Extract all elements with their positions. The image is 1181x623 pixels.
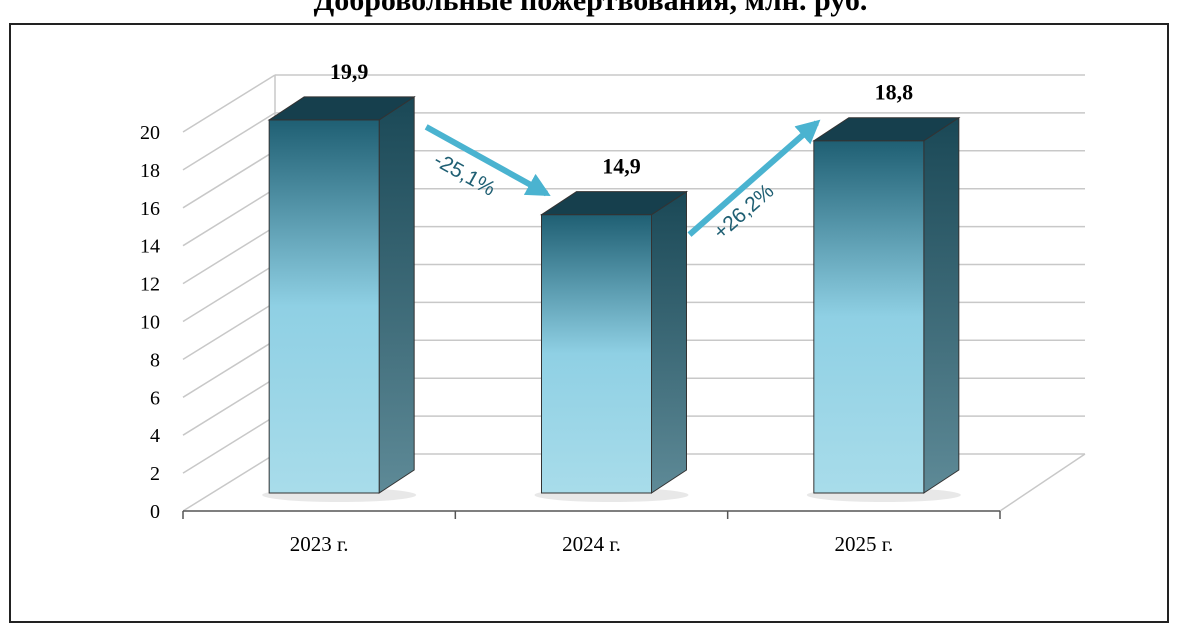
bar-side [378,95,415,494]
gridline-diagonal [182,339,276,398]
y-tick-label: 18 [140,160,160,182]
y-tick-label: 8 [150,349,160,371]
bar [268,119,380,494]
gridline-diagonal [182,301,276,361]
gridline-diagonal [182,377,276,436]
trend-arrow [424,124,551,197]
bar-chart: 0 2 4 6 8 10 12 14 16 18 20 2023 г. 2024 г. 2025 г. 1… [140,59,1086,556]
gridline-diagonal [182,150,276,209]
gridline-diagonal [182,453,276,512]
y-tick-label: 0 [150,501,160,523]
gridline-diagonal [182,415,276,474]
x-tick-label: 2025 г. [834,532,893,556]
data-label: 18,8 [875,80,914,105]
trend-arrow [687,119,821,237]
bar-top [539,191,689,216]
bar-side [651,190,687,494]
bar-side [923,116,960,494]
data-label: 19,9 [330,59,369,84]
gridline-diagonal [182,74,276,133]
bar [541,214,652,494]
y-tick-label: 16 [140,198,160,220]
x-tick-label: 2023 г. [290,532,349,556]
gridline-diagonal [182,188,276,247]
y-tick-label: 6 [150,387,160,409]
bar [813,140,925,494]
gridline-diagonal [182,225,276,285]
y-tick-label: 14 [140,236,160,258]
y-tick-label: 12 [140,274,160,296]
floor-right-edge [999,453,1086,512]
gridline-diagonal [182,263,276,323]
bar-top [812,117,961,142]
y-tick-label: 10 [140,312,160,334]
x-tick-label: 2024 г. [562,532,621,556]
chart-title: Добровольные пожертвования, млн. руб. [313,0,868,17]
data-label: 14,9 [602,154,641,179]
bar-top [267,96,416,121]
y-tick-label: 20 [140,122,160,144]
gridline-diagonal [182,112,276,171]
y-tick-label: 2 [150,463,160,485]
change-label: -25,1% [430,148,499,200]
y-tick-label: 4 [150,425,160,447]
